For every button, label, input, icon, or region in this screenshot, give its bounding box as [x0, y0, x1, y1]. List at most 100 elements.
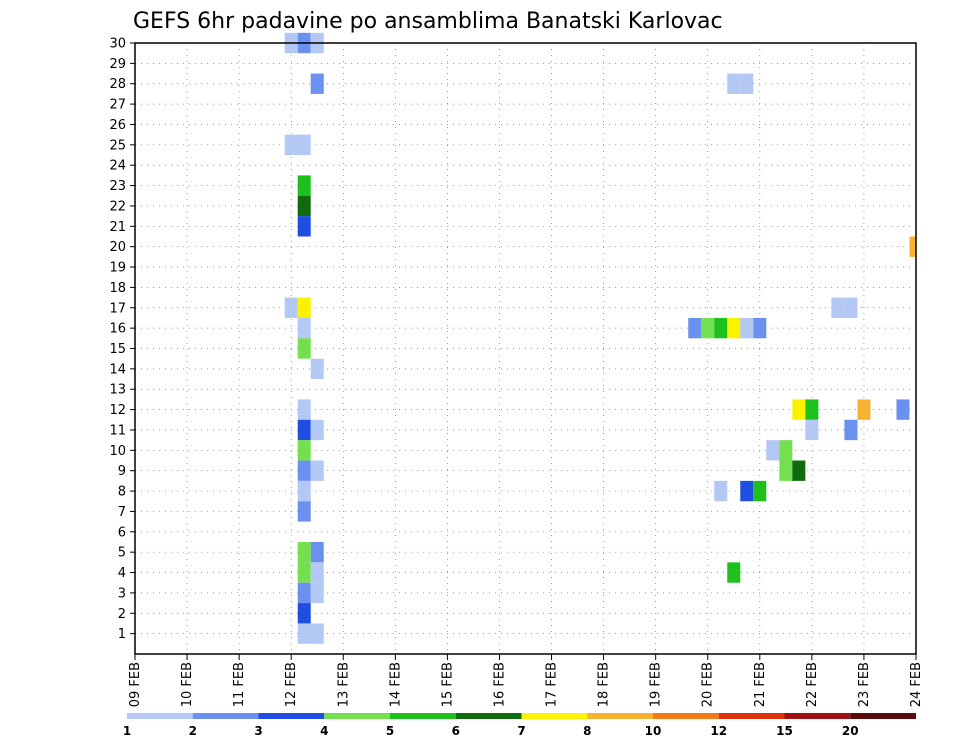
precip-cell	[805, 419, 819, 441]
y-tick-label: 16	[109, 322, 126, 337]
colorbar-label: 7	[517, 724, 525, 738]
precip-cell	[310, 562, 324, 583]
precip-cell	[714, 480, 728, 502]
precip-cell	[844, 297, 858, 318]
x-tick-label: 22 FEB	[805, 662, 820, 707]
y-tick-label: 20	[109, 240, 126, 255]
x-tick-label: 09 FEB	[128, 662, 143, 707]
precip-cell	[740, 73, 754, 94]
x-tick-label: 13 FEB	[336, 662, 351, 707]
y-tick-label: 8	[118, 485, 126, 500]
precip-cell	[310, 582, 324, 604]
y-tick-label: 1	[118, 627, 126, 642]
y-tick-label: 29	[109, 57, 126, 72]
y-tick-label: 19	[109, 261, 126, 276]
precip-cell	[310, 623, 324, 644]
precip-cell	[297, 134, 311, 156]
precip-cell	[297, 440, 311, 461]
colorbar-swatch	[324, 713, 390, 719]
colorbar-legend: 1 2 3 4 5 6 7 8 10 12 15 20	[123, 713, 916, 738]
precip-cell	[284, 134, 298, 156]
precip-cell	[297, 501, 311, 522]
precip-cell	[714, 317, 728, 339]
precip-cell	[805, 399, 819, 420]
colorbar-swatch	[718, 713, 785, 719]
y-tick-label: 17	[109, 301, 126, 316]
y-tick-label: 2	[118, 607, 126, 622]
precip-cell	[857, 399, 871, 420]
precip-cell	[779, 460, 793, 481]
y-tick-label: 10	[109, 444, 126, 459]
precip-cell	[297, 317, 311, 339]
precip-cell	[310, 460, 324, 481]
precip-cell	[727, 73, 741, 94]
precip-cell	[727, 317, 741, 339]
x-tick-label: 20 FEB	[701, 662, 716, 707]
precip-cell	[297, 460, 311, 481]
colorbar-label: 8	[583, 724, 591, 738]
precip-cell	[297, 562, 311, 583]
precip-cell	[310, 419, 324, 441]
precip-cell	[779, 440, 793, 461]
colorbar-label: 6	[452, 724, 460, 738]
y-tick-label: 6	[118, 525, 126, 540]
chart-title: GEFS 6hr padavine po ansamblima Banatski…	[133, 9, 723, 34]
precip-cell	[297, 541, 311, 563]
x-tick-label: 14 FEB	[388, 662, 403, 707]
precip-cell	[909, 236, 916, 257]
x-tick-label: 15 FEB	[440, 662, 455, 707]
y-tick-label: 18	[109, 281, 126, 296]
y-tick-label: 28	[109, 77, 126, 92]
x-tick-label: 10 FEB	[180, 662, 195, 707]
y-tick-label: 25	[109, 138, 126, 153]
colorbar-label: 3	[254, 724, 262, 738]
colorbar-swatch	[587, 713, 653, 719]
precip-cell	[792, 460, 806, 481]
y-tick-label: 24	[109, 159, 126, 174]
colorbar-label: 10	[645, 724, 662, 738]
x-axis: 09 FEB 10 FEB 11 FEB 12 FEB 13 FEB 14 FEB 15 F…	[128, 654, 924, 707]
precip-cell	[688, 317, 702, 339]
y-tick-label: 12	[109, 403, 126, 418]
colorbar-swatch	[127, 713, 193, 719]
colorbar-swatch	[784, 713, 851, 719]
precip-cell	[310, 358, 324, 380]
y-tick-label: 21	[109, 220, 126, 235]
heatmap-cells	[284, 32, 916, 644]
y-tick-label: 11	[109, 423, 126, 438]
precip-cell	[297, 338, 311, 359]
y-tick-label: 13	[109, 383, 126, 398]
precip-cell	[297, 603, 311, 624]
precip-cell	[740, 317, 754, 339]
x-tick-label: 11 FEB	[232, 662, 247, 707]
grid-lines	[134, 42, 917, 654]
y-tick-label: 22	[109, 199, 126, 214]
colorbar-label: 4	[320, 724, 328, 738]
x-tick-label: 24 FEB	[909, 662, 924, 707]
y-tick-label: 5	[118, 546, 126, 561]
y-tick-label: 26	[109, 118, 126, 133]
precip-cell	[297, 419, 311, 441]
colorbar-label: 20	[842, 724, 859, 738]
precip-cell	[753, 317, 767, 339]
colorbar-swatch	[192, 713, 259, 719]
precip-cell	[701, 317, 715, 339]
y-tick-label: 15	[109, 342, 126, 357]
y-tick-label: 14	[109, 362, 126, 377]
precip-cell	[297, 195, 311, 217]
y-tick-label: 4	[118, 566, 126, 581]
precip-cell	[297, 297, 311, 318]
colorbar-swatch	[653, 713, 719, 719]
precip-cell	[297, 480, 311, 502]
precip-cell	[753, 480, 767, 502]
x-tick-label: 18 FEB	[597, 662, 612, 707]
colorbar-label: 1	[123, 724, 131, 738]
colorbar-swatch	[521, 713, 588, 719]
precip-cell	[297, 216, 311, 237]
precip-cell	[310, 541, 324, 563]
precip-cell	[297, 623, 311, 644]
colorbar-swatch	[390, 713, 456, 719]
precip-cell	[740, 480, 754, 502]
x-tick-label: 23 FEB	[857, 662, 872, 707]
